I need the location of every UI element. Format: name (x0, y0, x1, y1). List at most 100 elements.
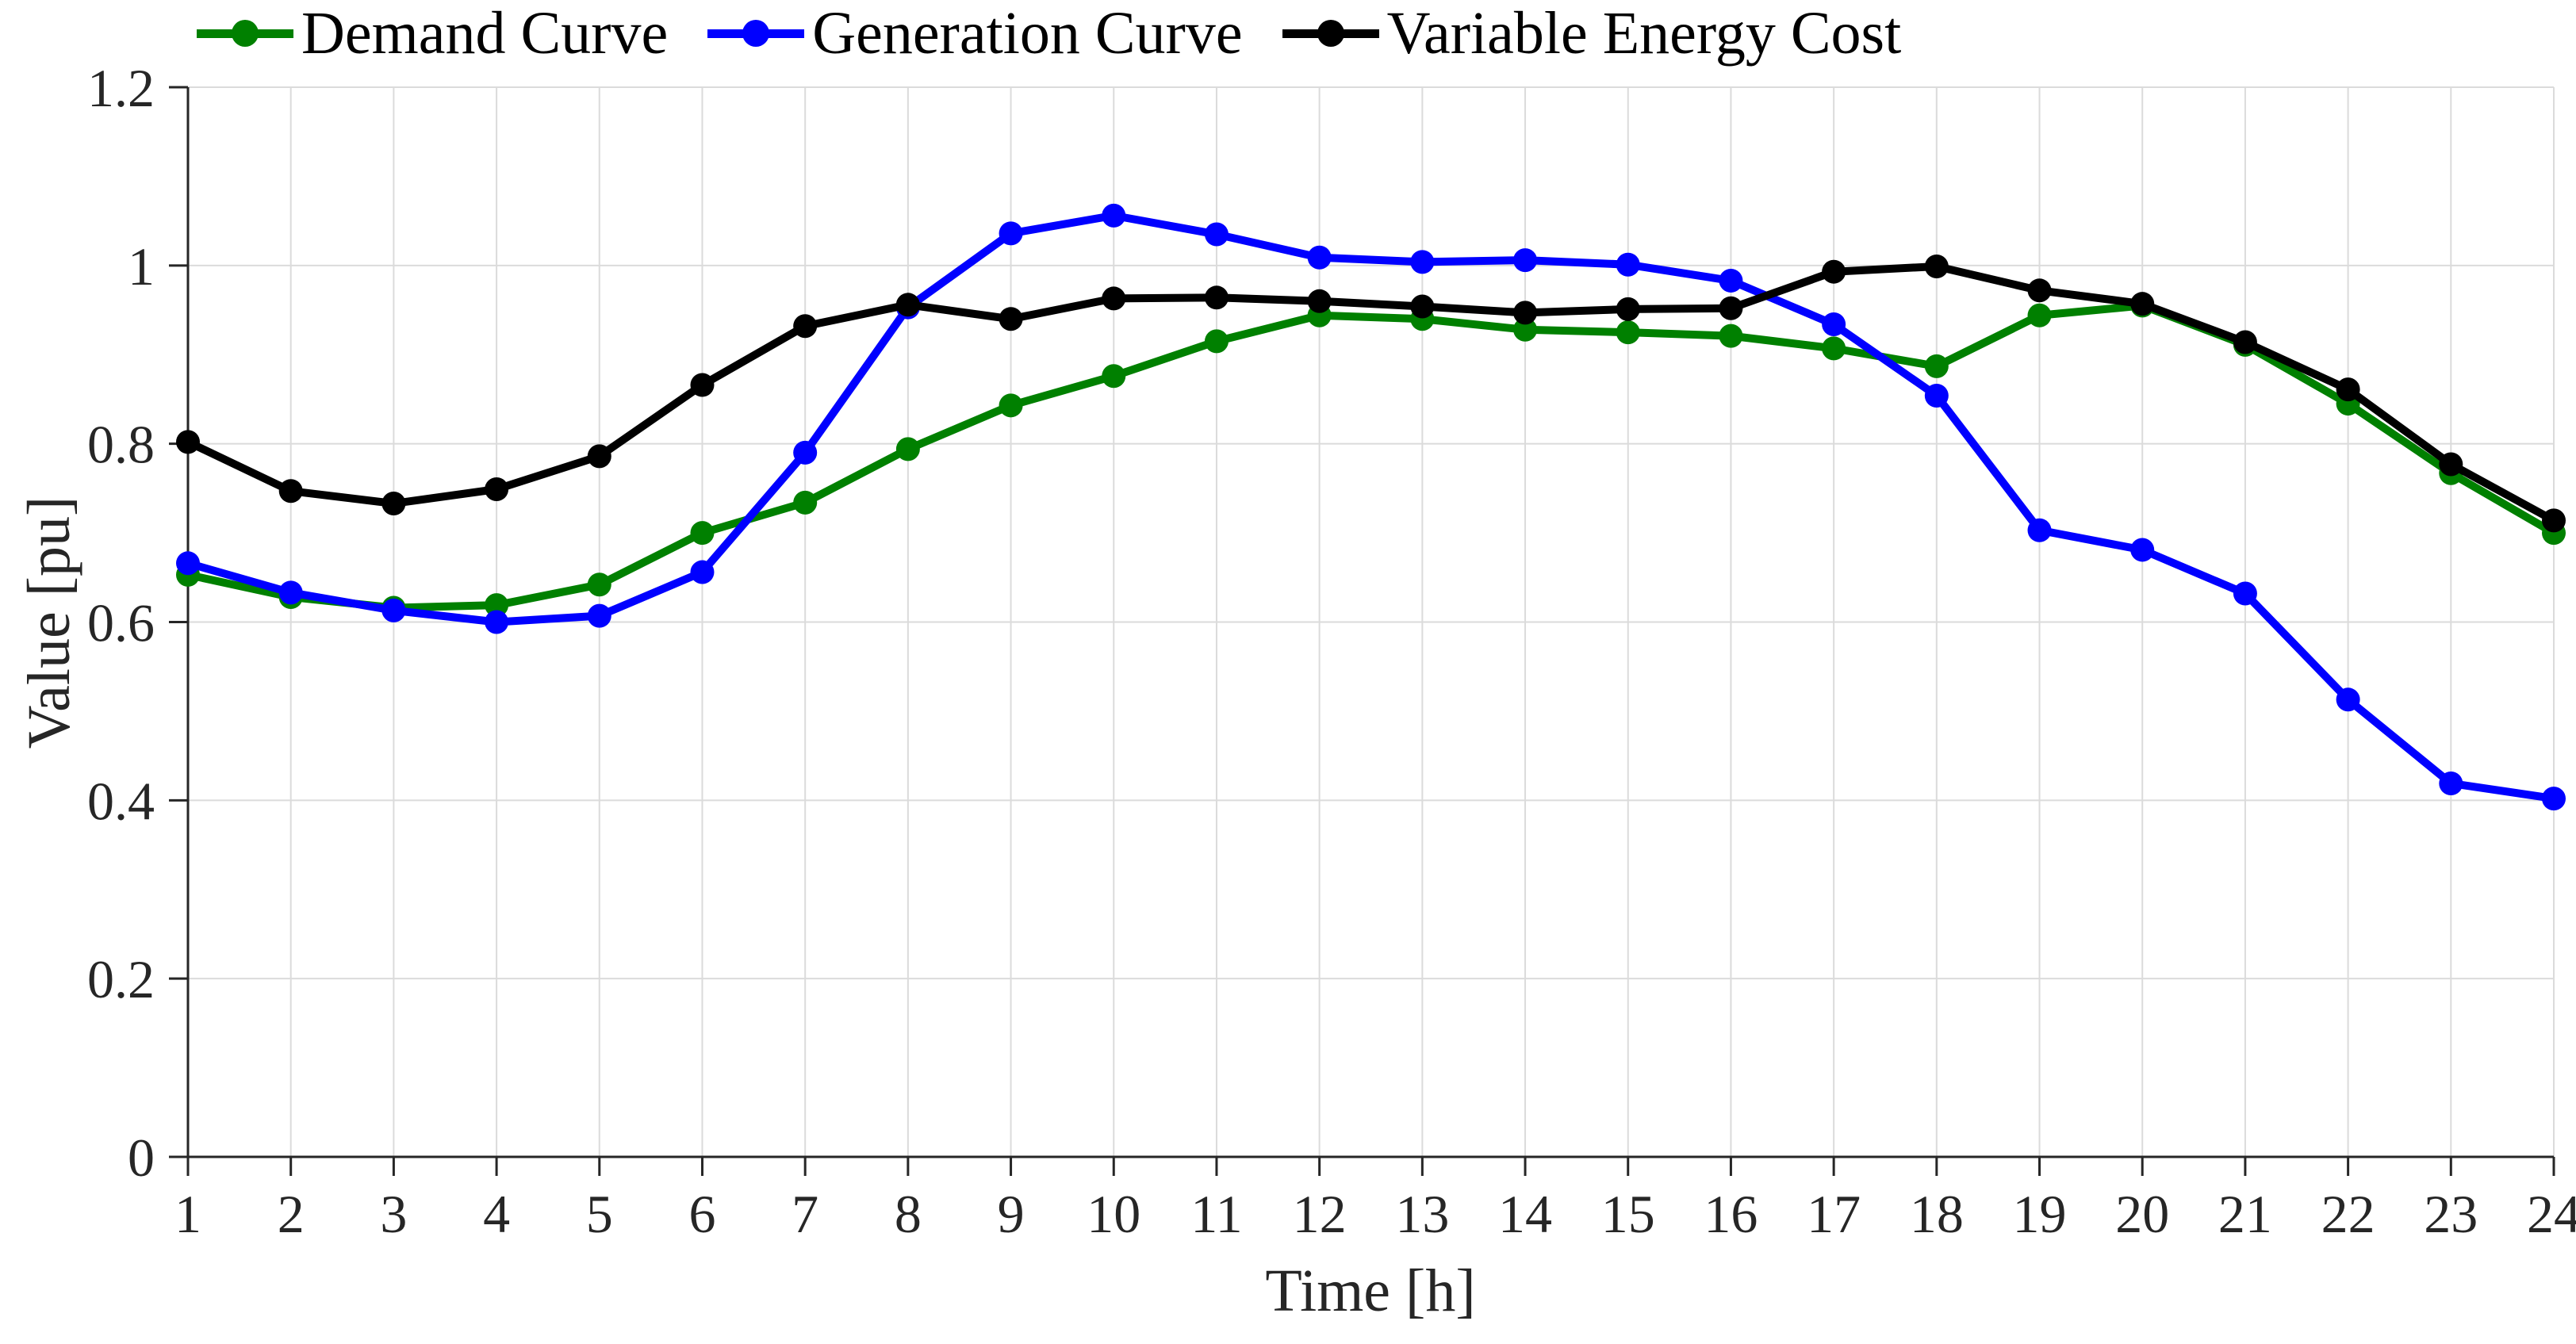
x-tick-label: 15 (1601, 1184, 1655, 1244)
data-point (1204, 329, 1229, 354)
data-point (793, 440, 818, 465)
data-point (2130, 538, 2155, 562)
x-tick-label: 23 (2424, 1184, 2478, 1244)
data-point (1616, 320, 1640, 345)
x-tick-label: 2 (278, 1184, 305, 1244)
data-point (1822, 312, 1846, 337)
data-point (1822, 336, 1846, 361)
data-point (176, 551, 200, 576)
legend-label: Demand Curve (301, 0, 669, 67)
y-tick-label: 0.2 (87, 949, 155, 1009)
data-point (895, 293, 920, 317)
series-line-demand-curve (184, 301, 2558, 612)
data-point (587, 444, 611, 469)
data-point (999, 307, 1023, 331)
data-point (485, 610, 509, 634)
data-point (2336, 687, 2360, 712)
data-point (1102, 364, 1126, 389)
data-point (1822, 259, 1846, 284)
data-point (793, 314, 818, 339)
data-point (1513, 301, 1538, 325)
legend-label: Generation Curve (812, 0, 1243, 67)
y-tick-label: 1 (128, 236, 155, 297)
x-tick-label: 9 (998, 1184, 1025, 1244)
data-point (2542, 787, 2566, 811)
data-point (2439, 771, 2463, 795)
data-point (793, 490, 818, 515)
data-point (1513, 317, 1538, 342)
data-point (690, 521, 715, 546)
legend-label: Variable Energy Cost (1386, 0, 1902, 67)
data-point (1924, 354, 1949, 378)
x-tick-label: 24 (2527, 1184, 2576, 1244)
data-point (1616, 297, 1640, 321)
data-point (278, 479, 303, 504)
data-point (1307, 245, 1332, 270)
x-tick-label: 19 (2013, 1184, 2067, 1244)
x-tick-label: 21 (2218, 1184, 2272, 1244)
data-point (999, 221, 1023, 246)
data-point (485, 593, 509, 618)
data-point (1102, 203, 1126, 228)
data-point (1410, 294, 1435, 319)
data-point (2027, 518, 2052, 542)
x-tick-label: 8 (895, 1184, 922, 1244)
data-point (1513, 248, 1538, 273)
x-tick-label: 10 (1087, 1184, 1140, 1244)
data-point (1204, 285, 1229, 310)
data-point (999, 393, 1023, 418)
x-tick-label: 20 (2115, 1184, 2169, 1244)
legend-item-generation-curve: Generation Curve (707, 0, 1243, 67)
y-tick-label: 0.4 (87, 771, 155, 831)
x-axis-label: Time [h] (1265, 1258, 1476, 1324)
data-point (1719, 324, 1743, 348)
data-point (1719, 296, 1743, 320)
y-axis-label: Value [pu] (16, 496, 82, 749)
legend-item-demand-curve: Demand Curve (197, 3, 668, 63)
data-point (1102, 286, 1126, 311)
data-point (1616, 252, 1640, 277)
data-point (2233, 581, 2257, 606)
x-tick-label: 11 (1190, 1184, 1242, 1244)
data-point (587, 603, 611, 628)
legend-line-marker-icon (1282, 20, 1379, 47)
data-point (587, 572, 611, 597)
data-point (485, 477, 509, 501)
x-tick-label: 22 (2321, 1184, 2375, 1244)
data-point (895, 437, 920, 461)
x-tick-label: 6 (688, 1184, 715, 1244)
series-line-generation-curve (184, 211, 2558, 803)
data-point (1307, 289, 1332, 313)
data-point (2336, 377, 2360, 402)
y-tick-label: 0.6 (87, 593, 155, 653)
data-point (1924, 254, 1949, 278)
data-point (381, 491, 406, 515)
x-tick-label: 7 (792, 1184, 818, 1244)
data-point (690, 373, 715, 397)
x-tick-label: 1 (174, 1184, 201, 1244)
data-point (1719, 268, 1743, 293)
legend-line-marker-icon (197, 20, 293, 47)
data-point (2130, 292, 2155, 316)
data-point (2542, 508, 2566, 533)
data-point (1924, 383, 1949, 408)
x-tick-label: 3 (380, 1184, 407, 1244)
data-point (690, 560, 715, 584)
legend-dot-icon (742, 20, 770, 47)
legend-dot-icon (232, 20, 259, 47)
legend-item-variable-energy-cost: Variable Energy Cost (1282, 0, 1902, 67)
x-tick-label: 5 (586, 1184, 613, 1244)
data-point (2027, 303, 2052, 327)
data-point (1410, 250, 1435, 274)
y-tick-label: 0 (128, 1128, 155, 1188)
x-tick-label: 16 (1704, 1184, 1758, 1244)
data-point (176, 430, 200, 454)
x-tick-label: 13 (1395, 1184, 1449, 1244)
data-point (2233, 330, 2257, 354)
data-point (381, 598, 406, 622)
legend-line-marker-icon (707, 20, 805, 47)
y-tick-label: 1.2 (87, 58, 155, 118)
series-line-variable-energy-cost (184, 262, 2558, 525)
